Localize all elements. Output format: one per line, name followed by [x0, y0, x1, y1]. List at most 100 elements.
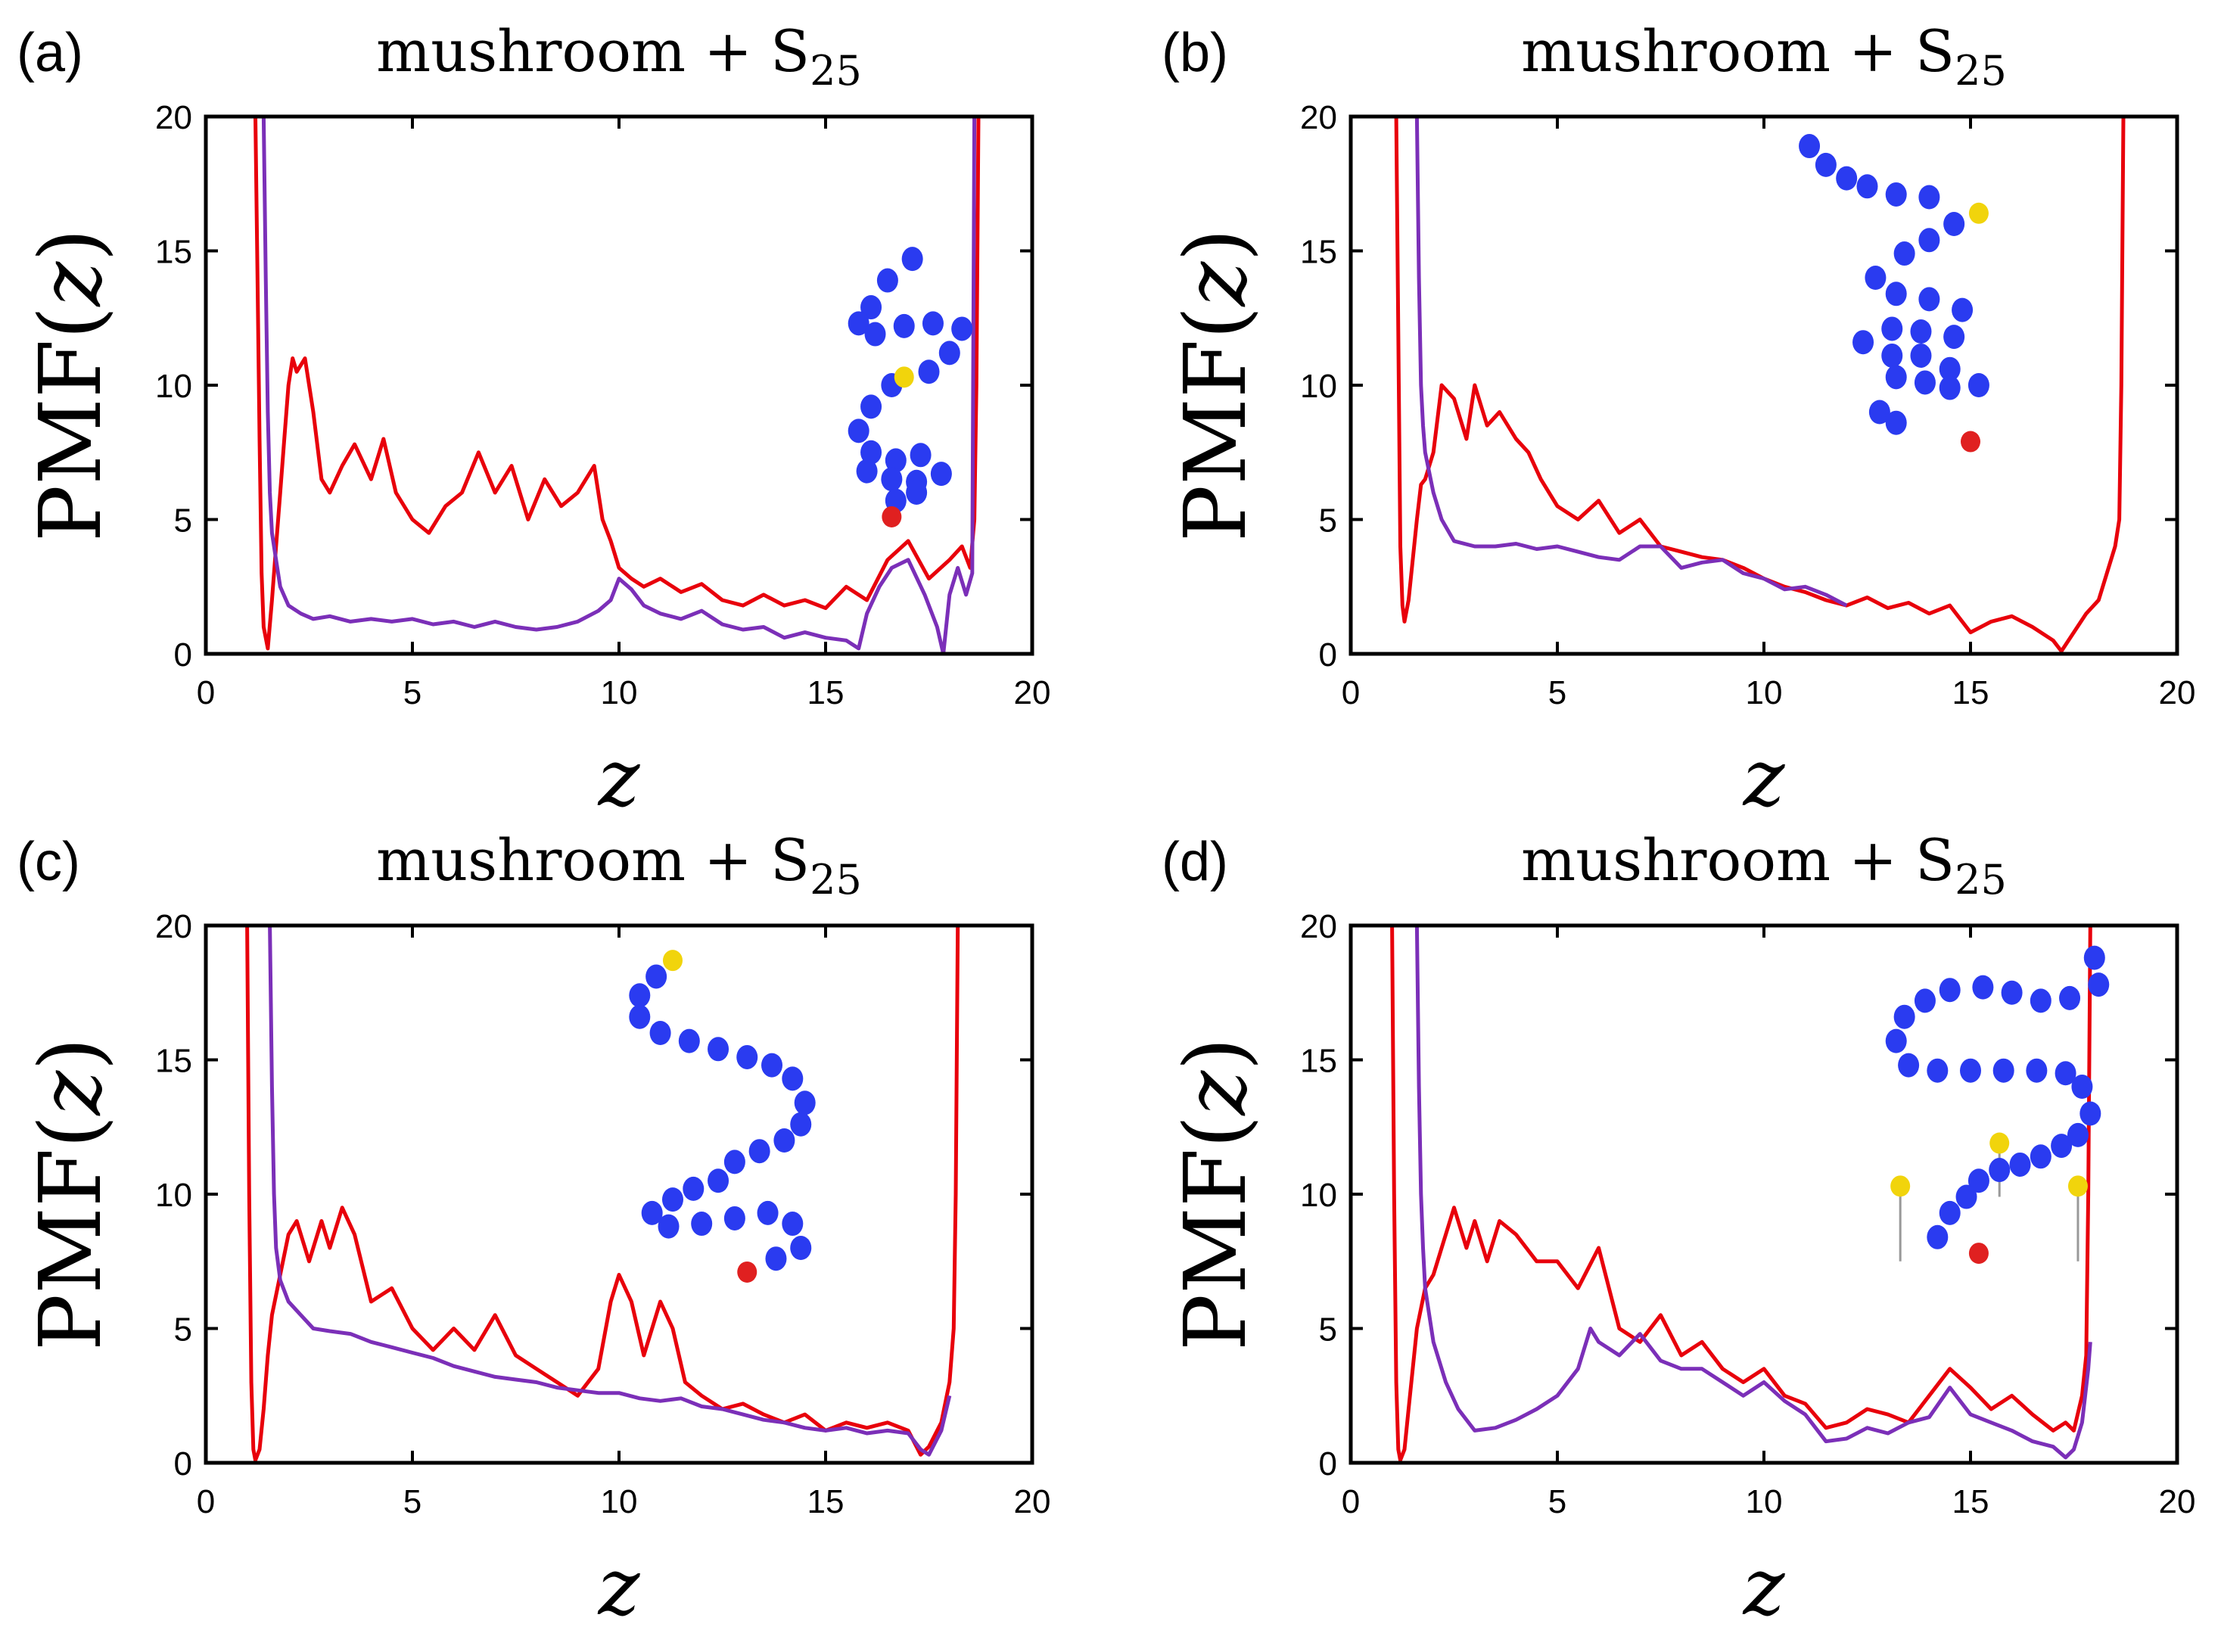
y-tick-label: 10 [1300, 1177, 1337, 1214]
series-purple-line [1414, 117, 1848, 608]
monomer-bead [856, 459, 878, 484]
monomer-bead [1914, 370, 1936, 395]
monomer-bead [1943, 212, 1965, 236]
monomer-bead [2009, 1152, 2031, 1177]
monomer-bead [906, 481, 928, 505]
monomer-bead [1939, 356, 1961, 381]
monomer-bead [1992, 1058, 2014, 1083]
monomer-bead [748, 1139, 770, 1164]
anchor-bead [1961, 431, 1980, 453]
monomer-bead [885, 448, 907, 473]
monomer-bead [761, 1053, 783, 1078]
y-tick-label: 15 [155, 1043, 192, 1080]
x-tick-label: 10 [601, 674, 638, 711]
monomer-bead [1918, 287, 1940, 312]
y-tick-label: 15 [1300, 234, 1337, 271]
monomer-bead [918, 359, 940, 384]
y-tick-label: 10 [155, 368, 192, 405]
x-tick-label: 20 [1014, 1483, 1051, 1520]
monomer-bead [1960, 1058, 1981, 1083]
monomer-bead [1885, 282, 1907, 306]
chart-title: mushroom + S25 [376, 17, 862, 95]
series-purple-line [1414, 926, 2092, 1460]
panel-label: (c) [17, 832, 80, 892]
monomer-bead [2059, 985, 2081, 1010]
monomer-bead [773, 1128, 795, 1153]
chart-title-subscript: 25 [810, 47, 862, 95]
anchor-bead [882, 506, 902, 527]
monomer-bead [1799, 134, 1821, 159]
monomer-bead [661, 1187, 683, 1212]
x-axis-label: z [597, 732, 641, 824]
y-tick-label: 0 [174, 1445, 192, 1482]
monomer-bead [629, 983, 651, 1008]
monomer-bead [1856, 174, 1878, 199]
x-tick-label: 10 [601, 1483, 638, 1520]
y-tick-label: 5 [1319, 1311, 1337, 1349]
monomer-bead [2030, 1144, 2051, 1169]
monomer-bead [1868, 400, 1890, 425]
monomer-bead [736, 1044, 758, 1069]
monomer-bead [708, 1037, 729, 1062]
y-axis-label-main: PMF( [22, 306, 120, 542]
y-tick-label: 5 [174, 502, 192, 540]
series-red-line [254, 117, 981, 651]
monomer-bead [1914, 988, 1936, 1013]
monomer-bead [782, 1066, 804, 1091]
monomer-bead [1898, 1053, 1920, 1078]
monomer-bead [1815, 152, 1837, 177]
monomer-bead [1967, 1168, 1989, 1193]
x-axis-label: z [597, 1541, 641, 1633]
y-axis-label-close: ) [1167, 1038, 1265, 1071]
y-axis-label-main: PMF( [1167, 1115, 1265, 1351]
y-axis-label: PMF(z) [22, 229, 120, 542]
x-tick-label: 15 [807, 674, 845, 711]
y-axis-label-close: ) [22, 1038, 120, 1071]
monomer-bead [864, 322, 886, 347]
x-tick-label: 0 [197, 1483, 215, 1520]
monomer-bead [893, 313, 915, 338]
sticker-bead [1989, 1132, 2010, 1154]
monomer-bead [1939, 978, 1961, 1003]
chart-title-subscript: 25 [1955, 856, 2007, 904]
polymer-inset [848, 247, 973, 527]
y-tick-label: 15 [155, 234, 192, 271]
monomer-bead [641, 1200, 663, 1225]
monomer-bead [1918, 185, 1940, 210]
monomer-bead [790, 1236, 812, 1260]
monomer-bead [930, 462, 952, 487]
series-purple-line [261, 117, 977, 654]
y-tick-label: 5 [1319, 502, 1337, 540]
monomer-bead [1939, 375, 1961, 400]
x-tick-label: 5 [403, 674, 421, 711]
sticker-bead [894, 366, 914, 388]
anchor-bead [1968, 1243, 1989, 1265]
monomer-bead [1955, 1184, 1977, 1209]
monomer-bead [1972, 975, 1994, 1000]
x-tick-label: 0 [197, 674, 215, 711]
x-tick-label: 10 [1746, 1483, 1783, 1520]
x-tick-label: 15 [1952, 1483, 1989, 1520]
monomer-bead [1893, 1004, 1915, 1029]
y-tick-label: 0 [174, 636, 192, 674]
monomer-bead [2030, 988, 2051, 1013]
monomer-bead [1939, 1200, 1961, 1225]
monomer-bead [691, 1212, 713, 1237]
panel-label: (b) [1162, 23, 1228, 83]
monomer-bead [1927, 1224, 1949, 1249]
y-tick-label: 0 [1319, 1445, 1337, 1482]
monomer-bead [1989, 1158, 2011, 1183]
y-tick-label: 5 [174, 1311, 192, 1349]
sticker-bead [662, 950, 683, 972]
monomer-bead [1885, 410, 1907, 435]
monomer-bead [848, 311, 869, 336]
monomer-bead [2055, 1061, 2076, 1086]
y-axis-label-main: PMF( [1167, 306, 1265, 542]
monomer-bead [1836, 166, 1858, 191]
monomer-bead [649, 1021, 671, 1045]
monomer-bead [1881, 343, 1903, 368]
y-tick-label: 10 [1300, 368, 1337, 405]
monomer-bead [2083, 945, 2105, 970]
x-tick-label: 15 [1952, 674, 1989, 711]
